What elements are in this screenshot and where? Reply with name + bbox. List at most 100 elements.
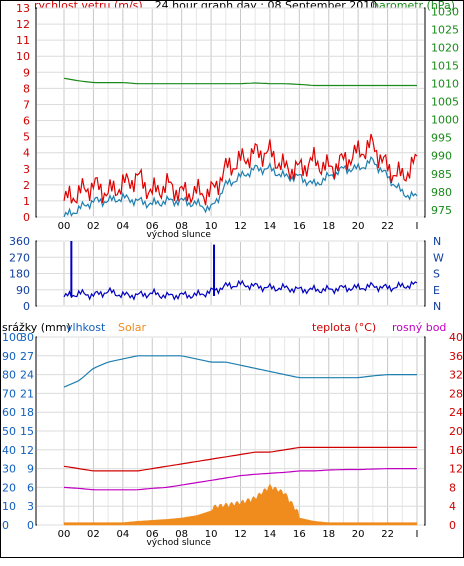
precip-ytick-6: 40 — [2, 444, 16, 457]
temp-ytick-7: 12 — [449, 463, 463, 476]
precip-ytick-9: 10 — [2, 500, 16, 513]
baro-ytick-1030: 1030 — [431, 6, 459, 19]
wind-ytick-11: 11 — [16, 34, 30, 47]
precip-axis-title: srážky (mm) — [2, 321, 71, 334]
wind-ytick-3: 3 — [23, 163, 30, 176]
precip-ytick-2: 80 — [2, 369, 16, 382]
wind-ytick-5: 5 — [23, 131, 30, 144]
humidity-ytick-6: 12 — [20, 444, 34, 457]
p3-sunrise-label: východ slunce — [146, 538, 211, 548]
p1-xtick-4: 08 — [175, 221, 188, 232]
p1-xtick-1: 02 — [87, 221, 100, 232]
wind-ytick-0: 0 — [23, 211, 30, 224]
baro-ytick-1015: 1015 — [431, 60, 459, 73]
p3-xtick-1: 02 — [87, 529, 100, 540]
wind-ytick-8: 8 — [23, 82, 30, 95]
humidity-ytick-4: 18 — [20, 406, 34, 419]
series-wind-speed — [63, 133, 418, 206]
p1-xtick-2: 04 — [116, 221, 129, 232]
baro-ytick-980: 980 — [431, 186, 452, 199]
precip-ytick-7: 30 — [2, 463, 16, 476]
wind-ytick-13: 13 — [16, 2, 30, 15]
precip-ytick-5: 50 — [2, 425, 16, 438]
temp-ytick-9: 4 — [449, 500, 456, 513]
p1-xtick-5: 10 — [205, 221, 218, 232]
temp-ytick-2: 32 — [449, 369, 463, 382]
temp-ytick-0: 40 — [449, 331, 463, 344]
humidity-axis-title: vlhkost — [66, 321, 106, 334]
baro-ytick-1025: 1025 — [431, 24, 459, 37]
p1-xtick-9: 18 — [322, 221, 335, 232]
wind-ytick-7: 7 — [23, 98, 30, 111]
p1-xtick-0: 00 — [58, 221, 71, 232]
precip-ytick-4: 60 — [2, 406, 16, 419]
temp-axis-title: teplota (°C) — [312, 321, 376, 334]
humidity-ytick-10: 0 — [27, 519, 34, 532]
wind-ytick-9: 9 — [23, 66, 30, 79]
temp-ytick-8: 8 — [449, 481, 456, 494]
baro-ytick-1000: 1000 — [431, 114, 459, 127]
p3-xtick-2: 04 — [116, 529, 129, 540]
baro-ytick-1010: 1010 — [431, 78, 459, 91]
p1-xtick-6: 12 — [234, 221, 247, 232]
compass-tick-4: N — [433, 300, 441, 313]
humidity-ytick-5: 15 — [20, 425, 34, 438]
wind-ytick-12: 12 — [16, 18, 30, 31]
humidity-ytick-9: 3 — [27, 500, 34, 513]
precip-ytick-0: 100 — [2, 331, 23, 344]
p1-sunrise-label: východ slunce — [146, 230, 211, 240]
baro-ytick-995: 995 — [431, 132, 452, 145]
compass-tick-3: E — [433, 284, 440, 297]
precip-ytick-10: 0 — [2, 519, 9, 532]
wind-ytick-1: 1 — [23, 195, 30, 208]
precip-ytick-1: 90 — [2, 350, 16, 363]
solar-axis-title: Solar — [118, 321, 147, 334]
wind-ytick-2: 2 — [23, 179, 30, 192]
baro-ytick-990: 990 — [431, 150, 452, 163]
series-solar — [63, 483, 418, 526]
wind-ytick-4: 4 — [23, 147, 30, 160]
series-barometer — [63, 77, 417, 87]
dir-ytick-270: 270 — [9, 251, 30, 264]
dir-ytick-360: 360 — [9, 235, 30, 248]
dir-ytick-0: 0 — [23, 300, 30, 313]
p3-xtick-4: 08 — [175, 529, 188, 540]
compass-tick-0: N — [433, 235, 441, 248]
p3-xtick-7: 14 — [264, 529, 277, 540]
series-gust — [63, 156, 418, 218]
humidity-ytick-8: 6 — [27, 481, 34, 494]
p3-xtick-10: 20 — [352, 529, 365, 540]
p1-xtick-12: I — [416, 221, 419, 232]
p1-xtick-11: 22 — [381, 221, 394, 232]
baro-ytick-1020: 1020 — [431, 42, 459, 55]
humidity-ytick-1: 27 — [20, 350, 34, 363]
series-temperature — [63, 446, 417, 472]
p1-xtick-3: 06 — [146, 221, 159, 232]
compass-tick-2: S — [433, 268, 440, 281]
temp-ytick-10: 0 — [449, 519, 456, 532]
baro-ytick-1005: 1005 — [431, 96, 459, 109]
dir-ytick-180: 180 — [9, 268, 30, 281]
temp-ytick-4: 24 — [449, 406, 463, 419]
series-dew-point — [63, 468, 417, 491]
p3-xtick-12: I — [416, 529, 419, 540]
baro-ytick-975: 975 — [431, 204, 452, 217]
humidity-ytick-3: 21 — [20, 387, 34, 400]
dew-axis-title: rosný bod — [392, 321, 446, 334]
p3-xtick-8: 16 — [293, 529, 306, 540]
p3-xtick-5: 10 — [205, 529, 218, 540]
temp-ytick-6: 16 — [449, 444, 463, 457]
baro-ytick-985: 985 — [431, 168, 452, 181]
p1-xtick-8: 16 — [293, 221, 306, 232]
p1-xtick-10: 20 — [352, 221, 365, 232]
p3-xtick-11: 22 — [381, 529, 394, 540]
humidity-ytick-0: 30 — [20, 331, 34, 344]
compass-tick-1: W — [433, 251, 444, 264]
wind-ytick-10: 10 — [16, 50, 30, 63]
temp-ytick-3: 28 — [449, 387, 463, 400]
humidity-ytick-7: 9 — [27, 463, 34, 476]
series-humidity — [63, 355, 417, 388]
temp-ytick-5: 20 — [449, 425, 463, 438]
temp-ytick-1: 36 — [449, 350, 463, 363]
